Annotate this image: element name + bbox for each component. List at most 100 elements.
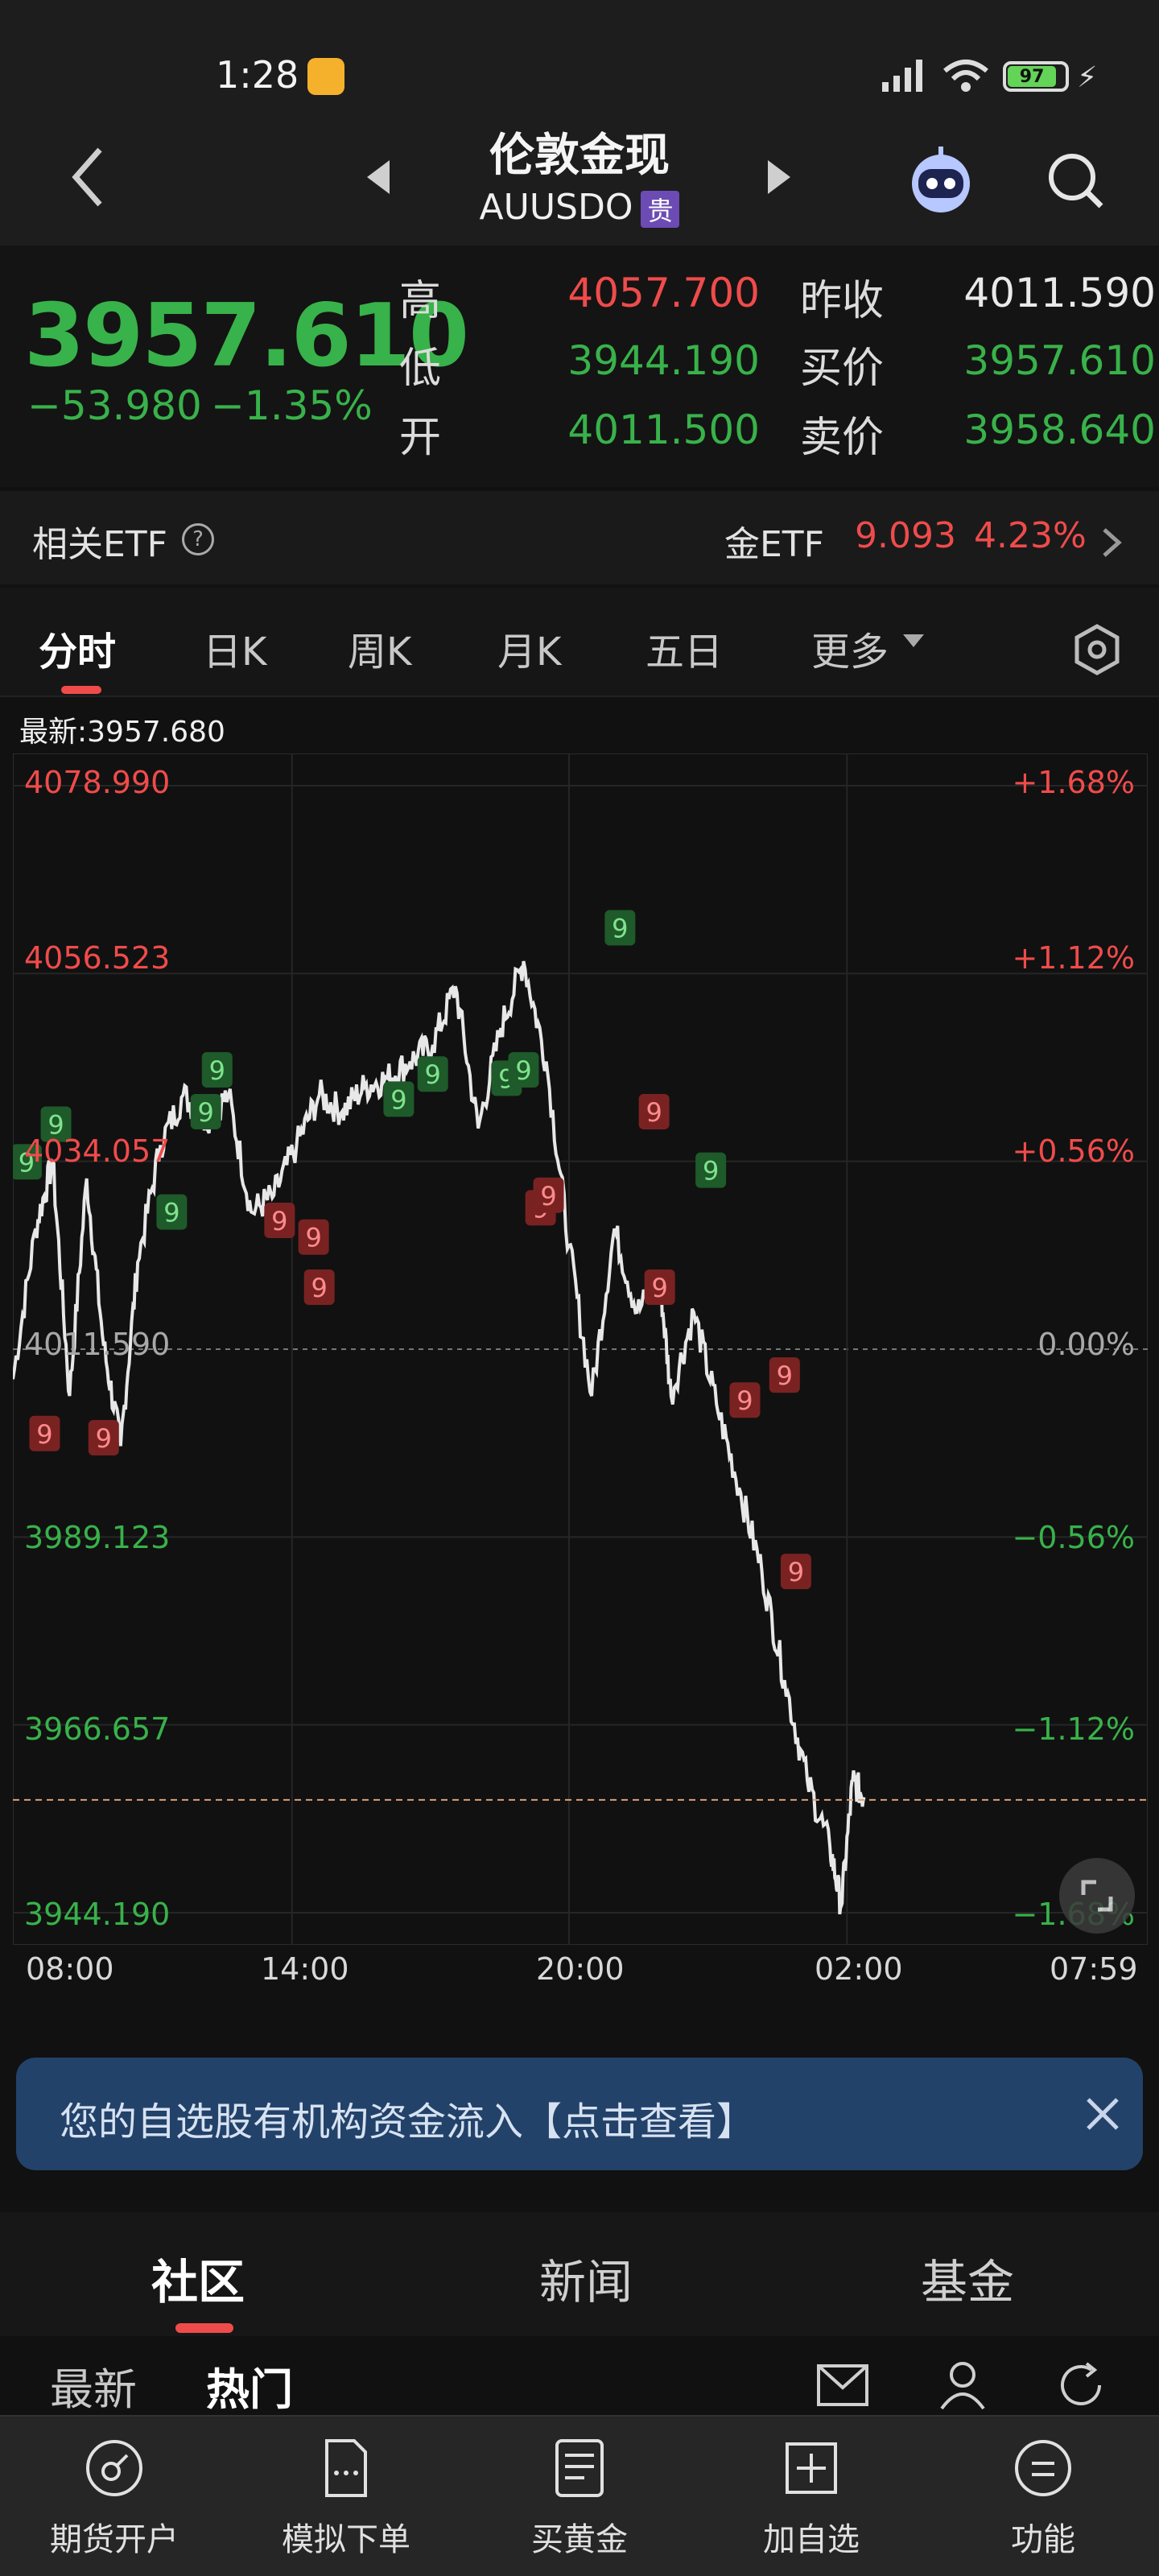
active-tab-indicator [61,686,101,694]
user-icon[interactable] [938,2359,987,2410]
x-tick-4: 07:59 [1050,1951,1138,1987]
buy-gold-icon [555,2439,604,2497]
ask-label: 卖价 [800,414,885,462]
sell-signal-marker: 9 [780,1554,811,1590]
y-tick-left-0: 4078.990 [24,765,171,800]
x-tick-2: 20:00 [536,1951,625,1987]
y-tick-left-2: 4034.057 [24,1133,171,1169]
sell-signal-marker: 9 [638,1093,670,1129]
active-content-tab-indicator [175,2323,233,2333]
signal-marker-label: 9 [736,1385,753,1416]
signal-marker-label: 9 [36,1419,52,1450]
banner-text[interactable]: 您的自选股有机构资金流入【点击查看】 [60,2099,756,2145]
category-badge: 贵 [641,191,680,228]
subtab-hot[interactable]: 热门 [206,2364,293,2415]
nav-functions[interactable]: 功能 [938,2438,1148,2560]
close-icon[interactable] [1082,2093,1124,2135]
chart-grid [13,753,1148,1945]
signal-marker-label: 9 [703,1156,719,1187]
signal-marker-label: 9 [96,1423,112,1454]
signal-marker-label: 9 [645,1097,662,1128]
back-icon[interactable] [64,145,113,209]
promo-banner[interactable]: 您的自选股有机构资金流入【点击查看】 [16,2058,1143,2170]
search-icon[interactable] [1043,148,1107,213]
y-tick-right-3: 0.00% [1037,1327,1135,1362]
tab-monthly-k[interactable]: 月K [497,630,562,675]
notification-app-icon [307,58,344,95]
tab-more[interactable]: 更多 [811,630,889,675]
nav-buy-gold[interactable]: 买黄金 [475,2438,684,2560]
related-etf-row[interactable]: 相关ETF ? 金ETF 9.093 4.23% [0,491,1159,584]
sell-signal-marker: 9 [769,1357,800,1393]
tab-intraday[interactable]: 分时 [39,630,117,675]
simulate-order-icon [325,2439,367,2497]
nav-label: 期货开户 [50,2521,179,2558]
subtab-latest[interactable]: 最新 [50,2364,137,2415]
nav-label: 加自选 [763,2521,860,2558]
bid-value: 3957.610 [963,337,1156,384]
battery-level: 97 [1008,66,1057,87]
prev-close-value: 4011.590 [963,270,1156,316]
signal-marker-label: 9 [305,1223,321,1253]
nav-simulate-order[interactable]: 模拟下单 [241,2438,451,2560]
menu-icon [1015,2440,1071,2496]
etf-change-percent: 4.23% [974,515,1087,556]
y-tick-left-4: 3989.123 [24,1520,171,1555]
ai-assistant-icon[interactable] [906,145,975,214]
charging-icon: ⚡ [1077,61,1098,94]
sell-signal-marker: 9 [29,1415,60,1451]
buy-signal-marker: 9 [40,1106,72,1142]
low-label: 低 [399,345,442,393]
sell-signal-marker: 9 [88,1419,119,1455]
chevron-right-icon[interactable] [1099,526,1124,559]
x-tick-1: 14:00 [261,1951,349,1987]
fullscreen-icon[interactable] [1059,1858,1135,1934]
page-title: 伦敦金现 [489,130,670,182]
refresh-icon[interactable] [1054,2359,1107,2412]
sell-signal-marker: 9 [729,1382,761,1418]
open-value: 4011.500 [567,407,760,453]
tab-news[interactable]: 新闻 [539,2255,633,2310]
related-etf-label: 相关ETF [32,524,167,565]
prev-close-label: 昨收 [800,277,885,325]
sell-signal-marker: 9 [298,1219,329,1255]
content-tabs: 社区 新闻 基金 [0,2212,1159,2336]
y-tick-left-3: 4011.590 [24,1327,171,1362]
sell-signal-marker: 9 [264,1202,295,1238]
intraday-chart[interactable]: 99999999999999999999999 [13,753,1148,1945]
bid-label: 买价 [800,345,885,393]
wifi-icon [943,60,988,92]
price-line [13,960,866,1915]
tab-weekly-k[interactable]: 周K [348,630,412,675]
mail-icon[interactable] [816,2363,869,2407]
previous-instrument-icon[interactable] [362,157,394,197]
signal-marker-label: 9 [163,1198,179,1228]
add-watchlist-icon [786,2442,837,2494]
signal-marker-label: 9 [425,1059,441,1090]
signal-marker-label: 9 [209,1055,225,1086]
high-value: 4057.700 [567,270,760,316]
header: 伦敦金现 AUUSDO 贵 [0,113,1159,246]
buy-signal-marker: 9 [383,1081,415,1117]
nav-add-watchlist[interactable]: 加自选 [707,2438,916,2560]
tab-funds[interactable]: 基金 [921,2255,1015,2310]
tab-five-day[interactable]: 五日 [645,630,724,675]
buy-signal-marker: 9 [508,1052,539,1088]
signal-marker-label: 9 [515,1055,531,1086]
nav-label: 功能 [1011,2521,1075,2558]
tab-community[interactable]: 社区 [151,2255,245,2310]
signal-marker-label: 9 [652,1273,668,1303]
low-value: 3944.190 [567,337,760,384]
y-tick-right-0: +1.68% [1012,765,1135,800]
help-icon[interactable]: ? [182,523,214,555]
sell-signal-marker: 9 [533,1177,564,1213]
nav-futures-account[interactable]: 期货开户 [10,2438,219,2560]
buy-signal-marker: 9 [201,1052,233,1088]
settings-icon[interactable] [1070,623,1124,676]
tab-daily-k[interactable]: 日K [203,630,267,675]
buy-signal-marker: 9 [13,1144,42,1180]
y-tick-right-4: −0.56% [1012,1520,1135,1555]
signal-marker-label: 9 [612,913,628,943]
etf-name: 金ETF [724,524,824,565]
next-instrument-icon[interactable] [763,157,795,197]
